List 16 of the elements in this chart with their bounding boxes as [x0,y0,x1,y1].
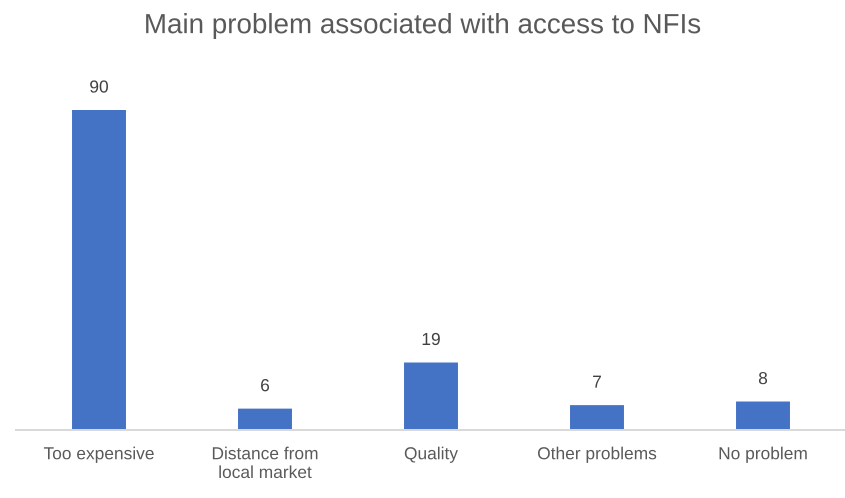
bar [736,402,790,430]
data-label: 8 [758,372,768,384]
data-label: 7 [593,376,601,388]
data-label: 6 [261,379,270,392]
x-tick-label: Other problems [538,446,656,463]
bar [72,110,126,430]
x-tick-label: Distance from local market [212,446,318,478]
data-label: 19 [422,332,440,346]
x-tick-label: No problem [720,446,807,463]
bar [404,362,458,430]
x-tick-label: Too expensive [44,446,154,463]
bar [570,405,624,430]
x-tick-label: Quality [404,446,458,463]
chart-title: Main problem associated with access to NFIs [146,13,700,39]
data-label: 90 [90,80,108,93]
bar [238,408,292,430]
